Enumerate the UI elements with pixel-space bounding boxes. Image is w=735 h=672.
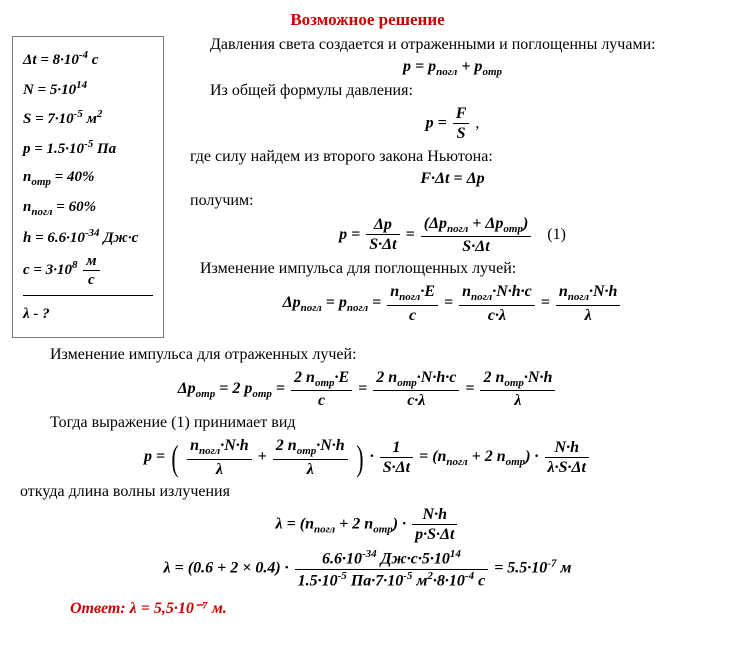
- given-n: N = 5·1014: [23, 75, 153, 105]
- text-8: откуда длина волны излучения: [10, 483, 725, 501]
- formula-5: Δpпогл = pпогл = nпогл·Ec = nпогл·N·h·cc…: [180, 282, 725, 325]
- given-divider: [23, 295, 153, 296]
- text-5: Изменение импульса для поглощенных лучей…: [180, 260, 725, 278]
- text-3: где силу найдем из второго закона Ньютон…: [180, 148, 725, 166]
- solution-body: Давления света создается и отраженными и…: [174, 34, 725, 329]
- given-dt: Δt = 8·10-4 с: [23, 45, 153, 75]
- solution-title: Возможное решение: [10, 10, 725, 30]
- formula-4: p = ΔpS·Δt = (Δpпогл + Δpотр)S·Δt (1): [180, 214, 725, 257]
- formula-1: p = pпогл + pотр: [180, 58, 725, 78]
- given-h: h = 6.6·10-34 Дж·с: [23, 223, 153, 253]
- given-notr: nотр = 40%: [23, 163, 153, 193]
- given-npogl: nпогл = 60%: [23, 193, 153, 223]
- given-ask: λ - ?: [23, 300, 153, 329]
- formula-6: Δpотр = 2 pотр = 2 nотр·Ec = 2 nотр·N·h·…: [10, 368, 725, 411]
- content-row: Δt = 8·10-4 с N = 5·1014 S = 7·10-5 м2 p…: [10, 34, 725, 344]
- text-2: Из общей формулы давления:: [180, 82, 725, 100]
- formula-8: λ = (nпогл + 2 nотр) · N·hp·S·Δt: [10, 505, 725, 544]
- text-7: Тогда выражение (1) принимает вид: [10, 414, 725, 432]
- given-p: p = 1.5·10-5 Па: [23, 134, 153, 164]
- given-s: S = 7·10-5 м2: [23, 104, 153, 134]
- formula-3: F·Δt = Δp: [180, 170, 725, 188]
- formula-7: p = ( nпогл·N·hλ + 2 nотр·N·hλ ) · 1S·Δt…: [10, 436, 725, 479]
- formula-9: λ = (0.6 + 2 × 0.4) · 6.6·10-34 Дж·с·5·1…: [10, 548, 725, 590]
- given-box: Δt = 8·10-4 с N = 5·1014 S = 7·10-5 м2 p…: [12, 36, 164, 338]
- answer: Ответ: λ = 5,5·10⁻⁷ м.: [10, 598, 725, 618]
- text-4: получим:: [180, 192, 725, 210]
- given-c: c = 3·108 мс: [23, 252, 153, 289]
- eq-label-1: (1): [547, 226, 566, 243]
- text-1: Давления света создается и отраженными и…: [180, 36, 725, 54]
- formula-2: p = FS ,: [180, 104, 725, 143]
- text-6: Изменение импульса для отраженных лучей:: [10, 346, 725, 364]
